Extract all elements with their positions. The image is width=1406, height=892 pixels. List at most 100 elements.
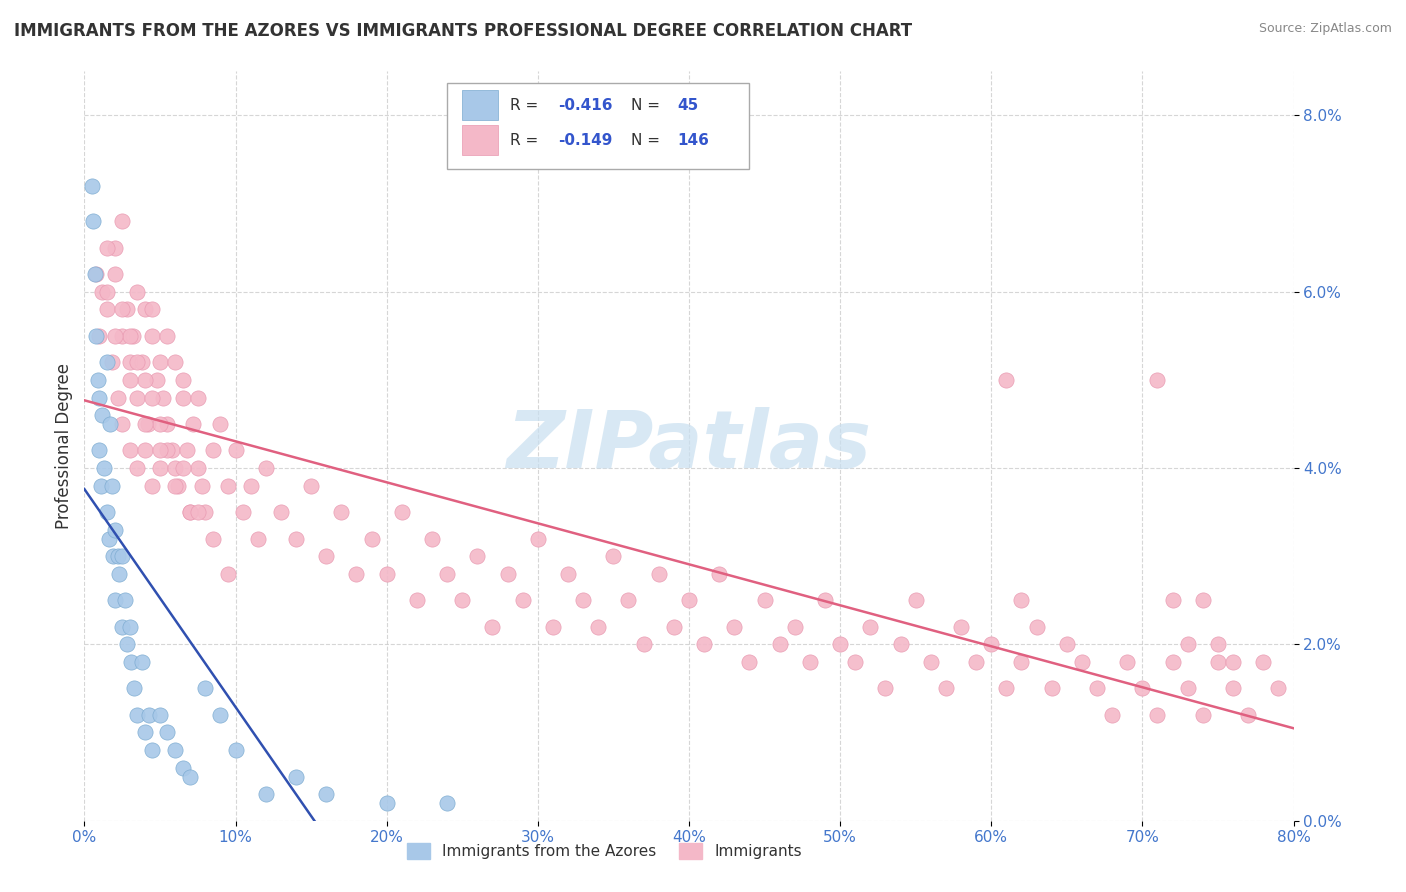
Point	[662, 620, 685, 634]
Point	[1222, 681, 1244, 696]
Point	[111, 620, 134, 634]
Legend: Immigrants from the Azores, Immigrants: Immigrants from the Azores, Immigrants	[401, 838, 808, 865]
Point	[375, 796, 398, 810]
Point	[814, 593, 837, 607]
Point	[1146, 707, 1168, 722]
Point	[209, 707, 232, 722]
Point	[179, 505, 201, 519]
Point	[209, 417, 232, 431]
Point	[1267, 681, 1289, 696]
Point	[89, 391, 111, 405]
Text: N =: N =	[631, 133, 665, 148]
Point	[890, 637, 912, 651]
Point	[1253, 655, 1275, 669]
FancyBboxPatch shape	[461, 90, 498, 120]
Point	[541, 620, 564, 634]
Point	[118, 328, 141, 343]
Point	[1071, 655, 1094, 669]
Point	[172, 461, 194, 475]
Point	[830, 637, 852, 651]
Point	[121, 328, 143, 343]
Text: R =: R =	[510, 97, 543, 112]
Point	[738, 655, 761, 669]
Point	[118, 443, 141, 458]
Point	[179, 505, 201, 519]
Point	[1222, 655, 1244, 669]
Point	[315, 549, 337, 564]
Point	[527, 532, 550, 546]
Point	[100, 478, 122, 492]
Point	[980, 637, 1002, 651]
Point	[127, 707, 149, 722]
Point	[617, 593, 640, 607]
Text: Source: ZipAtlas.com: Source: ZipAtlas.com	[1258, 22, 1392, 36]
Point	[194, 681, 217, 696]
Point	[557, 566, 579, 581]
Point	[141, 743, 163, 757]
Point	[86, 328, 108, 343]
Point	[108, 566, 131, 581]
Point	[98, 417, 121, 431]
Point	[101, 549, 124, 564]
Point	[512, 593, 534, 607]
Point	[1192, 707, 1215, 722]
Point	[141, 391, 163, 405]
Point	[572, 593, 595, 607]
Point	[285, 532, 308, 546]
Point	[451, 593, 474, 607]
Point	[91, 408, 114, 422]
Point	[172, 373, 194, 387]
Point	[176, 443, 198, 458]
Point	[156, 417, 179, 431]
Point	[149, 417, 172, 431]
Point	[217, 566, 239, 581]
Point	[167, 478, 190, 492]
Point	[247, 532, 270, 546]
Point	[420, 532, 443, 546]
Point	[107, 549, 129, 564]
Point	[799, 655, 821, 669]
FancyBboxPatch shape	[447, 83, 749, 169]
Point	[156, 328, 179, 343]
Point	[100, 355, 122, 369]
Point	[201, 532, 224, 546]
Point	[769, 637, 792, 651]
Point	[104, 593, 127, 607]
Point	[315, 787, 337, 801]
Point	[201, 443, 224, 458]
Point	[187, 505, 209, 519]
Point	[96, 355, 118, 369]
Point	[134, 417, 156, 431]
Point	[844, 655, 866, 669]
Text: N =: N =	[631, 97, 665, 112]
Point	[436, 566, 458, 581]
Point	[360, 532, 382, 546]
Point	[172, 391, 194, 405]
Point	[285, 770, 308, 784]
Point	[995, 373, 1018, 387]
Point	[254, 787, 277, 801]
Point	[89, 443, 111, 458]
Point	[149, 355, 172, 369]
Point	[111, 328, 134, 343]
Point	[602, 549, 624, 564]
Point	[254, 461, 277, 475]
Point	[875, 681, 897, 696]
Point	[107, 391, 129, 405]
Point	[146, 373, 169, 387]
Point	[1177, 681, 1199, 696]
Point	[194, 505, 217, 519]
FancyBboxPatch shape	[461, 125, 498, 155]
Point	[391, 505, 413, 519]
Point	[118, 355, 141, 369]
Point	[217, 478, 239, 492]
Point	[96, 302, 118, 317]
Point	[678, 593, 700, 607]
Point	[82, 214, 104, 228]
Point	[84, 267, 107, 281]
Text: 45: 45	[676, 97, 699, 112]
Y-axis label: Professional Degree: Professional Degree	[55, 363, 73, 529]
Point	[187, 461, 209, 475]
Point	[1237, 707, 1260, 722]
Point	[152, 391, 174, 405]
